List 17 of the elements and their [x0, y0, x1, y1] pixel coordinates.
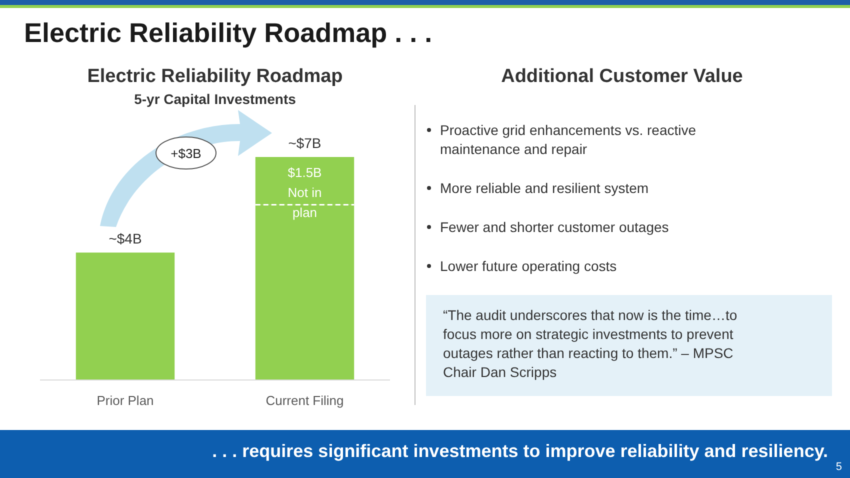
text: Fewer and shorter customer outages — [440, 219, 669, 235]
chart-title: Electric Reliability Roadmap — [87, 66, 343, 87]
total-label: ~$7B — [288, 135, 322, 151]
total-label: ~$4B — [108, 230, 142, 247]
text: 5 — [836, 461, 842, 473]
text: “The audit underscores that now is the time…to focus more on strategic investments to prevent outages rather than reacting to them.” – MPSC Chair Dan Scripps — [443, 307, 738, 380]
data-label: $1.5B Not in plan — [288, 165, 322, 220]
x-tick-label: Current Filing — [266, 393, 344, 408]
text: More reliable and resilient system — [440, 180, 649, 196]
chart-subtitle: 5-yr Capital Investments — [134, 91, 296, 107]
text: Lower future operating costs — [440, 258, 617, 274]
x-tick-label: Prior Plan — [96, 393, 154, 408]
annotation: +$3B — [170, 146, 202, 161]
text: Electric Reliability Roadmap . . . — [24, 18, 432, 48]
text: . . . requires significant investments to improve reliability and resiliency. — [212, 441, 828, 461]
text: Proactive grid enhancements vs. reactive maintenance and repair — [440, 122, 696, 157]
text: Additional Customer Value — [501, 66, 743, 87]
